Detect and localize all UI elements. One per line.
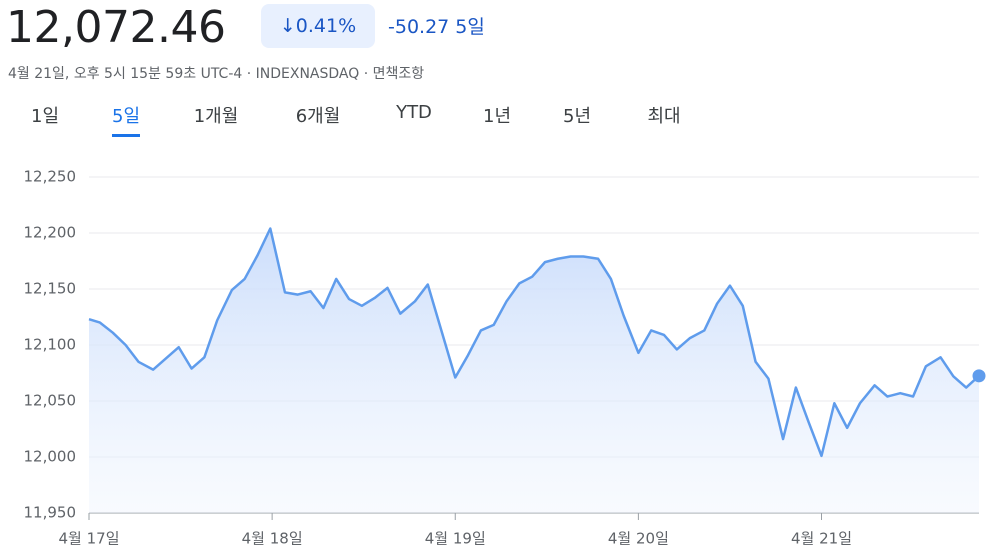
range-tab[interactable]: 6개월 (295, 106, 341, 127)
x-tick-label: 4월 19일 (425, 530, 486, 548)
subtitle: 4월 21일, 오후 5시 15분 59초 UTC-4 · INDEXNASDA… (8, 66, 425, 82)
change: -50.27 5일 (388, 12, 485, 39)
y-tick-label: 12,200 (24, 224, 77, 242)
last-point (972, 369, 986, 383)
y-tick-label: 12,100 (24, 336, 77, 354)
x-tick-label: 4월 18일 (242, 530, 303, 548)
change-percent: 0.41% (295, 15, 357, 37)
range-tab[interactable]: 최대 (647, 106, 681, 127)
y-tick-label: 12,050 (24, 392, 77, 410)
range-tab[interactable]: 5일 (111, 102, 141, 137)
x-tick-label: 4월 17일 (59, 530, 120, 548)
range-tab[interactable]: 1년 (482, 106, 512, 127)
y-tick-label: 12,000 (24, 448, 77, 466)
range-tab[interactable]: YTD (396, 102, 432, 123)
price: 12,072.46 (6, 2, 226, 53)
change-value: -50.27 (388, 16, 450, 38)
x-tick-label: 4월 20일 (608, 530, 669, 548)
range-tab[interactable]: 1일 (30, 106, 60, 127)
y-tick-label: 12,150 (24, 280, 77, 298)
y-tick-label: 12,250 (24, 168, 77, 186)
down-arrow: ↓ (279, 15, 296, 37)
area (89, 228, 979, 513)
range-tab[interactable]: 1개월 (193, 106, 239, 127)
change-period: 5일 (455, 16, 485, 38)
y-tick-label: 11,950 (24, 504, 77, 522)
range-tab[interactable]: 5년 (562, 106, 592, 127)
line (88, 227, 980, 458)
change-percent-pill: ↓0.41% (261, 4, 375, 48)
x-tick-label: 4월 21일 (791, 530, 852, 548)
